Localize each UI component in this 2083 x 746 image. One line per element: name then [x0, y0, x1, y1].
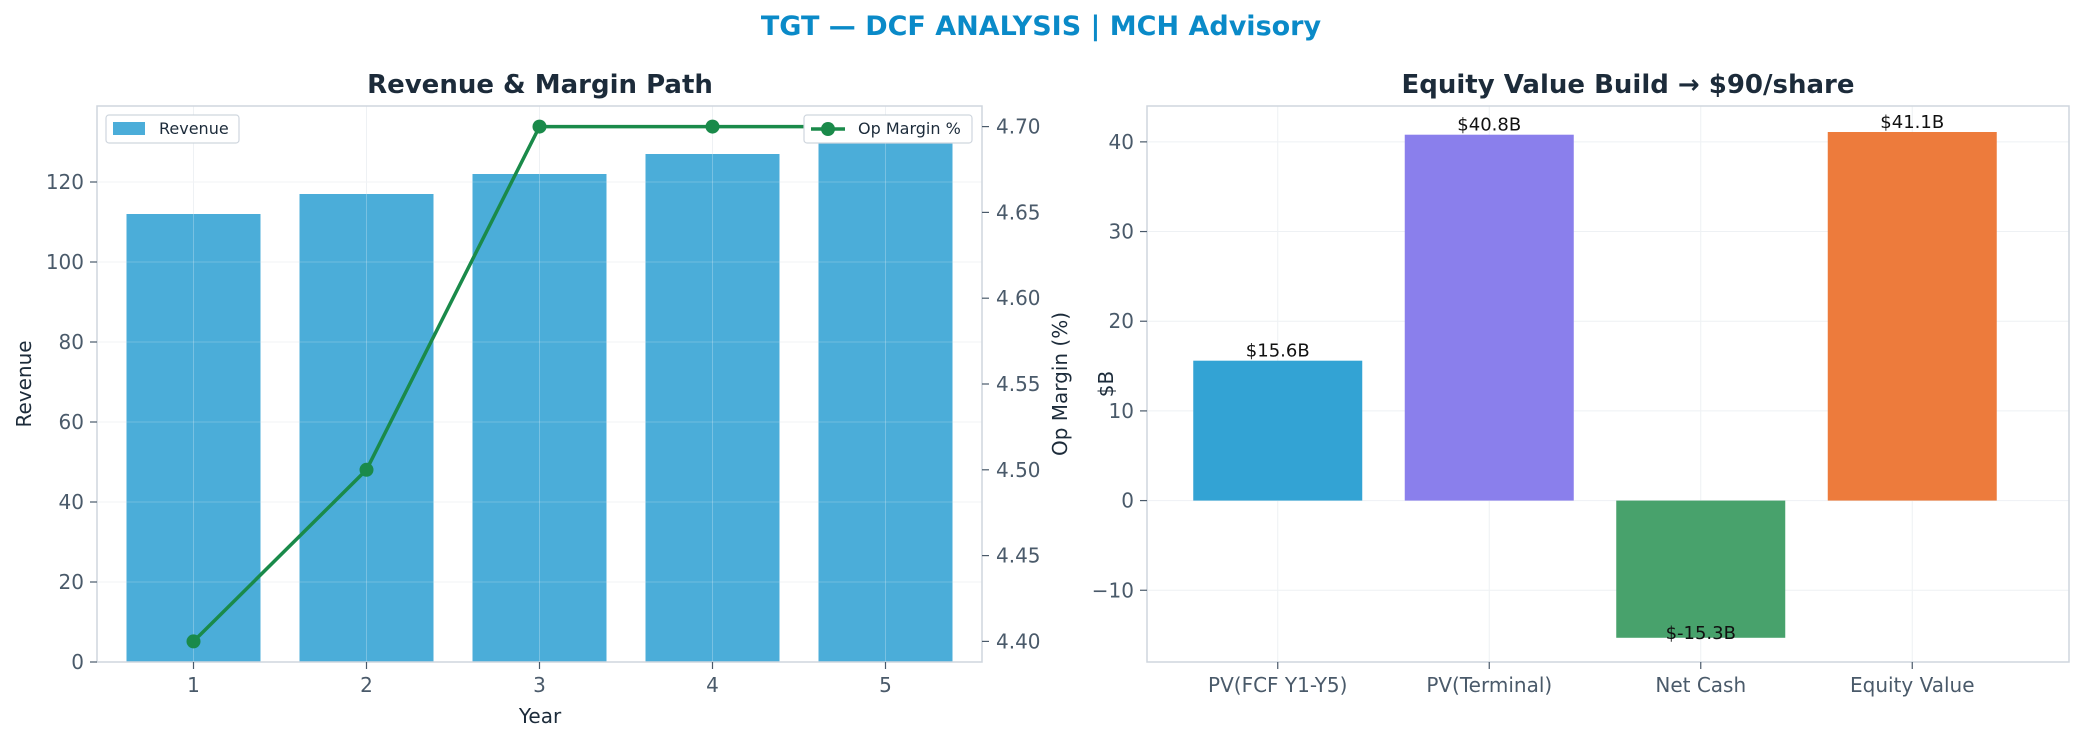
right-axis-tick-label: 4.60 [996, 286, 1041, 310]
right-y-tick-label: −10 [1092, 578, 1134, 602]
right-y-tick-label: 10 [1109, 399, 1134, 423]
revenue-legend-swatch [113, 122, 145, 135]
op-margin-point [705, 119, 720, 134]
right-axis-tick-label: 4.55 [996, 372, 1041, 396]
right-y-tick-label: 40 [1109, 130, 1134, 154]
right-x-tick-label: Net Cash [1655, 673, 1746, 697]
revenue-bar [299, 194, 434, 662]
right-x-tick-label: PV(FCF Y1-Y5) [1208, 673, 1347, 697]
left-x-tick-label: 5 [879, 673, 892, 697]
right-plot-frame [1146, 105, 2070, 663]
left-x-tick-label: 3 [533, 673, 546, 697]
left-y-axis-label: Revenue [12, 340, 36, 427]
right-x-tick-label: PV(Terminal) [1426, 673, 1552, 697]
op-margin-point [186, 634, 201, 649]
figure-suptitle: TGT — DCF ANALYSIS | MCH Advisory [761, 11, 1322, 42]
revenue-legend-label: Revenue [159, 119, 229, 138]
left-y-tick-label: 80 [59, 330, 84, 354]
revenue-bar [645, 154, 780, 662]
revenue-bar [126, 214, 261, 662]
revenue-bars [97, 130, 982, 662]
right-x-ticks: PV(FCF Y1-Y5) PV(Terminal) Net Cash Equity … [1208, 662, 1975, 697]
right-x-tick-label: Equity Value [1850, 673, 1975, 697]
right-y-tick-label: 20 [1109, 309, 1134, 333]
equity-data-label: $15.6B [1246, 341, 1310, 362]
equity-value-panel: −10 0 10 20 30 40 PV(FCF Y1-Y5) PV(Terminal) Ne… [1092, 70, 2070, 697]
right-axis-tick-label: 4.45 [996, 544, 1041, 568]
right-axis-tick-label: 4.40 [996, 629, 1041, 653]
equity-data-label: $40.8B [1457, 115, 1521, 136]
left-x-tick-label: 4 [706, 673, 719, 697]
left-x-ticks: 1 2 3 4 5 [187, 662, 892, 697]
right-axis-tick-label: 4.50 [996, 458, 1041, 482]
left-x-tick-label: 1 [187, 673, 200, 697]
equity-data-labels: $15.6B $40.8B $-15.3B $41.1B [1246, 112, 1944, 644]
revenue-legend: Revenue [105, 114, 240, 144]
left-x-axis-label: Year [518, 704, 562, 728]
op-margin-legend-label: Op Margin % [858, 119, 961, 138]
right-axis-tick-label: 4.65 [996, 200, 1041, 224]
left-chart-title: Revenue & Margin Path [367, 70, 713, 100]
op-margin-legend-box [803, 114, 973, 144]
revenue-bar [818, 130, 953, 662]
left-y-tick-label: 120 [46, 170, 84, 194]
left-y-tick-label: 40 [59, 490, 84, 514]
op-margin-legend-marker [821, 122, 835, 136]
equity-bar [1827, 132, 1997, 501]
equity-bar [1616, 500, 1786, 638]
right-axis-tick-label: 4.70 [996, 115, 1041, 139]
right-y-ticks: −10 0 10 20 30 40 [1092, 130, 1147, 602]
revenue-bar [472, 174, 607, 662]
right-axis-ticks: 4.40 4.45 4.50 4.55 4.60 4.65 4.70 [982, 115, 1041, 653]
left-y-tick-label: 60 [59, 410, 84, 434]
equity-data-label: $-15.3B [1666, 623, 1736, 644]
op-margin-point [359, 462, 374, 477]
right-y-tick-label: 0 [1121, 489, 1134, 513]
op-margin-line [186, 119, 893, 649]
op-margin-legend: Op Margin % [803, 114, 973, 144]
left-y-tick-label: 20 [59, 570, 84, 594]
right-y-axis-label: $B [1094, 371, 1118, 397]
right-y-tick-label: 30 [1109, 220, 1134, 244]
op-margin-point [532, 119, 547, 134]
equity-bar [1404, 134, 1574, 501]
right-y-axis-label: Op Margin (%) [1048, 312, 1072, 456]
equity-data-label: $41.1B [1880, 112, 1944, 133]
equity-bars [1193, 132, 1997, 638]
left-y-tick-label: 0 [71, 650, 84, 674]
left-y-ticks: 0 20 40 60 80 100 120 [46, 170, 97, 674]
equity-bar [1193, 360, 1363, 501]
left-x-tick-label: 2 [360, 673, 373, 697]
left-y-tick-label: 100 [46, 250, 84, 274]
right-chart-title: Equity Value Build → $90/share [1402, 70, 1855, 100]
